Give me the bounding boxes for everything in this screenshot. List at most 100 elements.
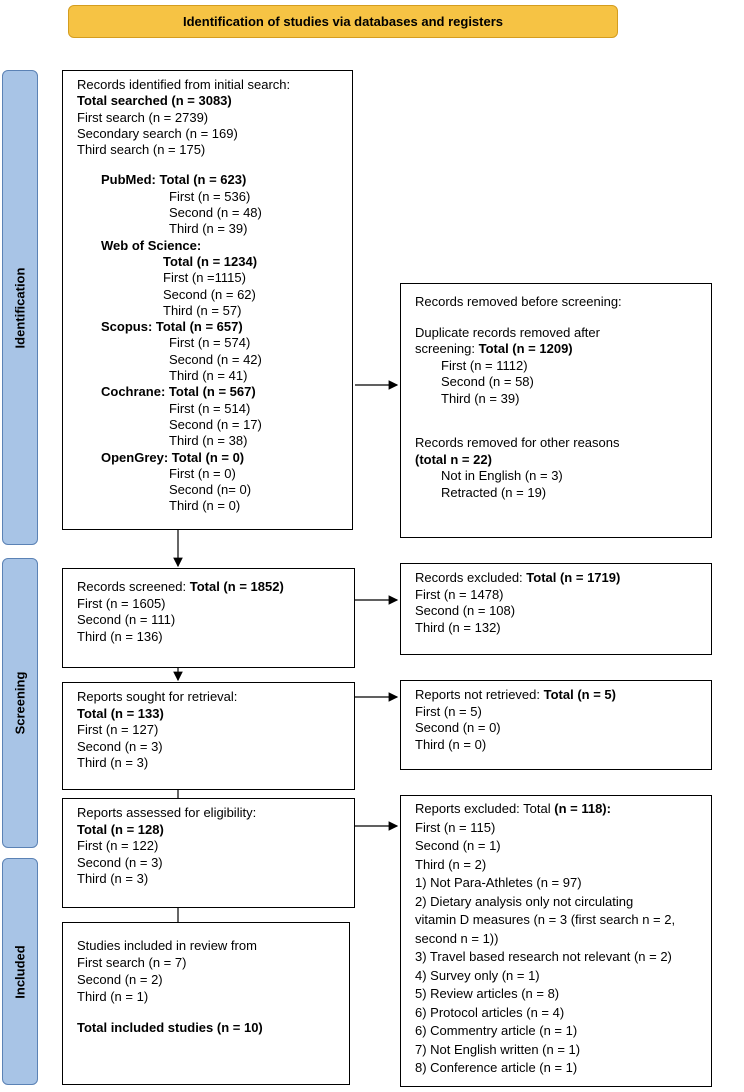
text-line: 1) Not Para-Athletes (n = 97)	[401, 874, 711, 893]
text-line: Third (n = 136)	[63, 629, 354, 646]
text-line: Second (n = 62)	[63, 287, 352, 303]
stage-bar: Included	[2, 858, 38, 1085]
text: Third (n = 39)	[169, 221, 248, 237]
text-line: Total (n = 133)	[63, 706, 354, 723]
text-line: Web of Science:	[63, 238, 352, 254]
text-line: Third (n = 132)	[401, 620, 711, 637]
text-line: 8) Conference article (n = 1)	[401, 1059, 711, 1078]
text: Third (n = 57)	[163, 302, 242, 318]
text: Reports sought for retrieval:	[77, 689, 238, 704]
text: 5) Review articles (n = 8)	[415, 986, 560, 1001]
text: Second (n = 42)	[169, 351, 262, 367]
assessed-box: Reports assessed for eligibility: Total (…	[62, 798, 355, 908]
text: Second (n = 58)	[441, 374, 534, 389]
text: First (n = 0)	[169, 465, 236, 481]
text: Second (n = 17)	[169, 416, 262, 432]
text: Total (n = 133)	[77, 705, 164, 721]
text-line: First search (n = 7)	[63, 954, 349, 971]
text: Not in English (n = 3)	[441, 468, 563, 483]
text: 6) Commentry article (n = 1)	[415, 1023, 578, 1038]
text-line: Second (n = 108)	[401, 603, 711, 620]
text: First (n = 1605)	[77, 595, 166, 611]
text: Records identified from initial search:	[77, 77, 291, 92]
text: Second (n = 2)	[77, 972, 163, 987]
text-line: Third (n = 0)	[401, 737, 711, 754]
header-title: Identification of studies via databases …	[68, 5, 618, 38]
text-line: Total included studies (n = 10)	[63, 1019, 349, 1036]
text-line: Secondary search (n = 169)	[63, 126, 352, 142]
text-line: Second (n= 0)	[63, 482, 352, 498]
text: 4) Survey only (n = 1)	[415, 967, 540, 983]
text-line: Third (n = 2)	[401, 856, 711, 875]
text: First (n = 127)	[77, 722, 159, 737]
text-line: 2) Dietary analysis only not circulating	[401, 893, 711, 912]
text-line: Reports sought for retrieval:	[63, 689, 354, 706]
text-part: Total (n = 1719)	[526, 570, 621, 585]
text-line: Records excluded: Total (n = 1719)	[401, 570, 711, 587]
text: 1) Not Para-Athletes (n = 97)	[415, 875, 582, 890]
text: Second (n = 3)	[77, 738, 163, 754]
text-line: First (n = 122)	[63, 838, 354, 855]
text-line: Reports assessed for eligibility:	[63, 805, 354, 822]
text: Records removed before screening:	[415, 294, 622, 309]
included-box: Studies included in review from First sea…	[62, 922, 350, 1085]
text-line: 3) Travel based research not relevant (n…	[401, 948, 711, 967]
text-line: Total (n = 1234)	[63, 254, 352, 270]
text-line: Second (n = 58)	[401, 374, 711, 391]
text-line: PubMed: Total (n = 623)	[63, 172, 352, 188]
text-part: screening:	[415, 341, 479, 356]
text: Third (n = 0)	[169, 498, 241, 514]
text-line: Studies included in review from	[63, 937, 349, 954]
text-line: First (n = 115)	[401, 819, 711, 838]
text: Scopus: Total (n = 657)	[101, 319, 243, 335]
text-line: Third (n = 41)	[63, 368, 352, 384]
text-line: Records screened: Total (n = 1852)	[63, 579, 354, 596]
text: Third (n = 1)	[77, 989, 149, 1004]
stage-bar: Screening	[2, 558, 38, 848]
text-part: Records excluded:	[415, 570, 527, 585]
text: First search (n = 7)	[77, 955, 187, 970]
not-retrieved-box: Reports not retrieved: Total (n = 5) Firs…	[400, 680, 712, 770]
text: 7) Not English written (n = 1)	[415, 1041, 581, 1057]
text: Cochrane: Total (n = 567)	[101, 384, 256, 400]
text-line: Third search (n = 175)	[63, 142, 352, 158]
text-line: Third (n = 39)	[63, 221, 352, 237]
text: Second (n = 62)	[163, 286, 256, 302]
text: Third (n = 3)	[77, 755, 149, 770]
text: Total searched (n = 3083)	[77, 93, 232, 109]
text: vitamin D measures (n = 3 (first search …	[415, 912, 676, 927]
text-line: First (n = 1478)	[401, 587, 711, 604]
text: OpenGrey: Total (n = 0)	[101, 449, 245, 465]
text-line: First (n = 1112)	[401, 358, 711, 375]
sought-box: Reports sought for retrieval: Total (n = …	[62, 682, 355, 790]
text-line: 6) Protocol articles (n = 4)	[401, 1004, 711, 1023]
text: 3) Travel based research not relevant (n…	[415, 949, 672, 964]
text-line: Cochrane: Total (n = 567)	[63, 384, 352, 400]
text-line: Total (n = 128)	[63, 822, 354, 839]
text-line: 6) Commentry article (n = 1)	[401, 1022, 711, 1041]
text-line: First (n = 5)	[401, 704, 711, 721]
text-line: Second (n = 111)	[63, 612, 354, 629]
text: Second (n = 108)	[415, 603, 516, 618]
text-line: Third (n = 39)	[401, 391, 711, 408]
text-line: First (n = 514)	[63, 401, 352, 417]
records-box: Records identified from initial search: T…	[62, 70, 353, 530]
text-line: First search (n = 2739)	[63, 110, 352, 126]
text: Second (n = 111)	[77, 612, 176, 627]
text-line: Second (n = 48)	[63, 205, 352, 221]
text: First (n = 5)	[415, 703, 482, 719]
text-line: screening: Total (n = 1209)	[401, 341, 711, 358]
text: First search (n = 2739)	[77, 109, 209, 125]
text-line: OpenGrey: Total (n = 0)	[63, 450, 352, 466]
text: 8) Conference article (n = 1)	[415, 1060, 578, 1075]
text-line: Second (n = 3)	[63, 739, 354, 756]
text-line: Third (n = 3)	[63, 755, 354, 772]
text-line: First (n =1115)	[63, 270, 352, 286]
text-line: Second (n = 1)	[401, 837, 711, 856]
text-part: Total (n = 1852)	[189, 579, 284, 594]
text-line: 7) Not English written (n = 1)	[401, 1041, 711, 1060]
text: First (n =1115)	[163, 270, 246, 286]
text: Third (n = 41)	[169, 368, 248, 384]
text: Second (n= 0)	[169, 482, 252, 498]
